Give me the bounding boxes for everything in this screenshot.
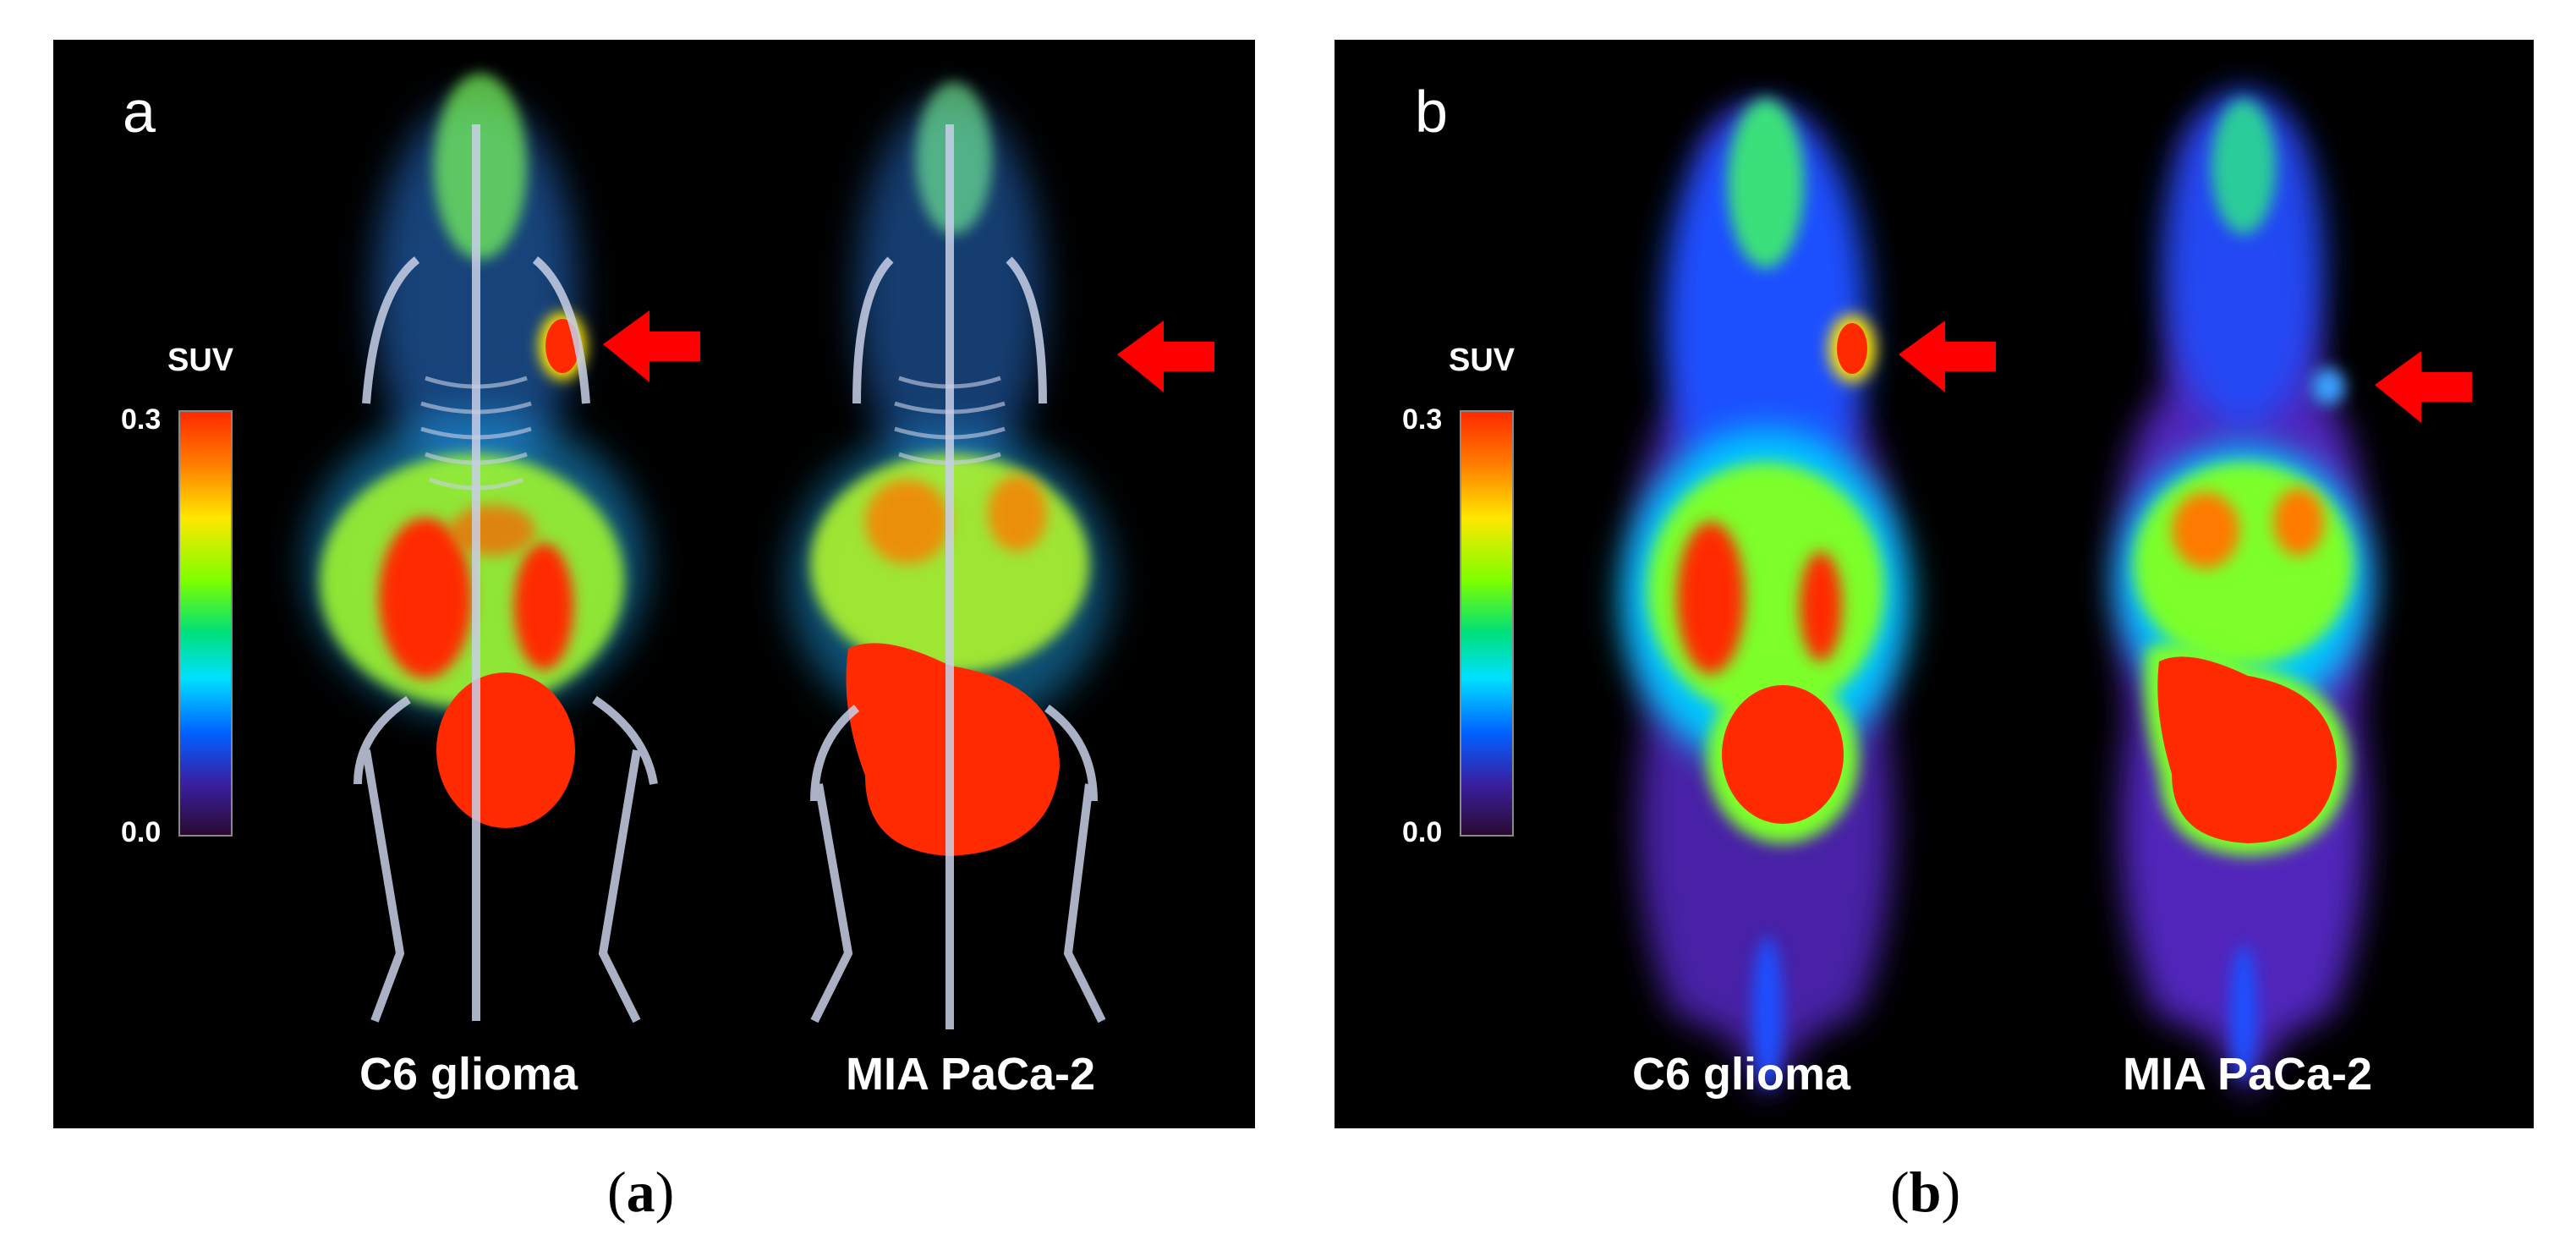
colorbar-min-tick: 0.0: [121, 816, 162, 848]
suv-colorbar: [1460, 410, 1514, 837]
label-c6-glioma: C6 glioma: [1632, 1049, 1851, 1100]
tumor-arrows: [1899, 321, 2472, 423]
tumor-arrow-mia: [1117, 321, 1214, 392]
caption-b-close: ): [1941, 1160, 1961, 1224]
pet-scene: [1622, 91, 2472, 1097]
tumor-arrows: [603, 310, 1214, 392]
label-mia-paca-2: MIA PaCa-2: [2123, 1049, 2373, 1100]
label-mia-paca-2: MIA PaCa-2: [846, 1049, 1096, 1100]
suv-colorbar: [178, 410, 233, 837]
mouse-c6-glioma: [1622, 99, 1910, 1097]
mouse-mia-paca-2: [2117, 91, 2370, 1097]
caption-a-close: ): [655, 1160, 675, 1224]
colorbar-max-tick: 0.3: [121, 403, 162, 436]
caption-b: (b): [1890, 1159, 1960, 1226]
tumor-arrow-mia: [2375, 351, 2472, 423]
panel-a-pet-ct-image: a SUV 0.3 0.0 C6 glioma MIA PaCa-2: [53, 40, 1255, 1128]
colorbar-min-tick: 0.0: [1402, 816, 1443, 848]
mouse-mia-paca-2: [789, 82, 1110, 1029]
caption-a-open: (: [607, 1160, 627, 1224]
caption-a: (a): [607, 1159, 674, 1226]
pet-ct-scene: [307, 74, 1214, 1029]
mouse-c6-glioma: [307, 74, 658, 1023]
caption-a-letter: a: [626, 1160, 655, 1224]
panel-letter: a: [123, 79, 156, 145]
tumor-arrow-c6: [603, 310, 700, 382]
panel-letter: b: [1415, 79, 1448, 145]
caption-b-open: (: [1890, 1160, 1910, 1224]
colorbar-label: SUV: [167, 343, 234, 378]
panel-b-pet-image: b SUV 0.3 0.0 C6 glioma MIA PaCa-2: [1335, 40, 2534, 1128]
colorbar-label: SUV: [1449, 343, 1515, 378]
tumor-arrow-c6: [1899, 321, 1996, 392]
caption-b-letter: b: [1909, 1160, 1942, 1224]
label-c6-glioma: C6 glioma: [359, 1049, 578, 1100]
colorbar-max-tick: 0.3: [1402, 403, 1443, 436]
